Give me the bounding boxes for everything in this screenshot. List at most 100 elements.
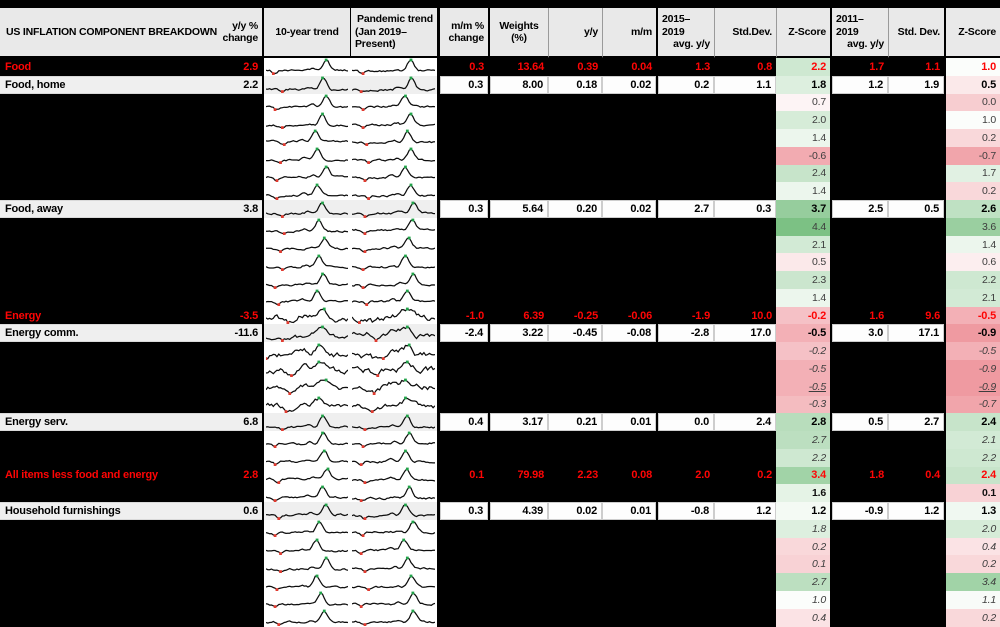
- yy-contribution-cell: [548, 129, 602, 147]
- avg-2015-2019-cell: [658, 288, 714, 307]
- column-divider: [656, 182, 658, 201]
- mm-change-cell: [440, 164, 488, 183]
- weights-cell: 6.39: [490, 306, 548, 325]
- stddev-2011-2019-cell: 9.6: [888, 306, 944, 325]
- column-divider: [488, 466, 490, 485]
- stddev-2015-2019-cell: [714, 129, 776, 147]
- avg-2015-2019-cell: [658, 519, 714, 538]
- column-divider: [944, 306, 946, 325]
- avg-2015-2019-cell: [658, 573, 714, 591]
- sparkline-10yr: [262, 75, 350, 94]
- row-label: [0, 111, 228, 130]
- column-divider: [656, 608, 658, 627]
- stddev-2011-2019-cell: [888, 182, 944, 201]
- mm-change-cell: 0.3: [440, 502, 488, 520]
- column-divider: [437, 448, 440, 467]
- column-divider: [944, 519, 946, 538]
- sparkline-10yr: [262, 235, 350, 254]
- stddev-2015-2019-cell: [714, 431, 776, 449]
- header-mmc: m/m: [602, 8, 656, 58]
- header-yy-line2: change: [222, 32, 258, 44]
- yy-contribution-cell: [548, 573, 602, 591]
- yy-contribution-cell: [548, 555, 602, 574]
- sparkline-pandemic: [350, 431, 437, 449]
- column-divider: [830, 377, 832, 396]
- stddev-2011-2019-cell: [888, 431, 944, 449]
- avg-2011-2019-cell: [832, 164, 888, 183]
- column-divider: [437, 111, 440, 130]
- row-label: [0, 342, 228, 361]
- avg-2011-2019-cell: [832, 342, 888, 361]
- stddev-2011-2019-cell: [888, 235, 944, 254]
- mm-change-cell: [440, 146, 488, 165]
- weights-cell: [490, 573, 548, 591]
- inflation-table-grid: US INFLATION COMPONENT BREAKDOWN y/y % cha…: [0, 8, 1000, 627]
- sparkline-10yr: [262, 58, 350, 76]
- sparkline-pandemic: [350, 448, 437, 467]
- avg-2015-2019-cell: [658, 111, 714, 130]
- avg-2015-2019-cell: [658, 395, 714, 414]
- z-score-cell: 3.7: [776, 200, 830, 218]
- z-score-cell: 2.3: [776, 271, 830, 289]
- avg-2011-2019-cell: 3.0: [832, 324, 888, 343]
- header-mm-line1: m/m %: [451, 19, 484, 32]
- column-divider: [437, 164, 440, 183]
- avg-2015-2019-cell: 0.2: [658, 75, 714, 94]
- column-divider: [488, 608, 490, 627]
- stddev-2015-2019-cell: 0.3: [714, 200, 776, 218]
- sparkline-10yr: [262, 93, 350, 112]
- stddev-2011-2019-cell: [888, 111, 944, 130]
- sparkline-svg: [352, 396, 435, 413]
- mm-change-cell: [440, 484, 488, 503]
- header-std1-line1: Std.Dev.: [732, 25, 772, 38]
- row-label: [0, 590, 228, 609]
- sparkline-svg: [266, 520, 348, 538]
- z-score-cell: 1.4: [946, 235, 1000, 254]
- column-divider: [944, 342, 946, 361]
- z-score-cell: 2.2: [776, 58, 830, 76]
- mm-contribution-cell: [602, 608, 656, 627]
- column-divider: [488, 413, 490, 432]
- sparkline-svg: [266, 112, 348, 129]
- yy-change-cell: [228, 217, 262, 236]
- stddev-2011-2019-cell: 0.5: [888, 200, 944, 218]
- weights-cell: [490, 608, 548, 627]
- weights-cell: 4.39: [490, 502, 548, 520]
- column-divider: [656, 324, 658, 343]
- sparkline-svg: [352, 538, 435, 556]
- header-pandemic-line1: Pandemic trend: [357, 13, 433, 26]
- mm-contribution-cell: -0.08: [602, 324, 656, 343]
- sparkline-svg: [352, 574, 435, 591]
- z-score-cell: 1.6: [776, 484, 830, 503]
- weights-cell: [490, 146, 548, 165]
- yy-contribution-cell: [548, 608, 602, 627]
- column-divider: [488, 129, 490, 147]
- header-avg2: 2011–2019 avg. y/y: [832, 8, 888, 58]
- sparkline-svg: [352, 325, 435, 342]
- stddev-2015-2019-cell: [714, 590, 776, 609]
- yy-change-cell: 3.8: [228, 200, 262, 218]
- stddev-2011-2019-cell: [888, 93, 944, 112]
- column-divider: [830, 360, 832, 378]
- yy-change-cell: [228, 360, 262, 378]
- column-divider: [944, 324, 946, 343]
- z-score-cell: -0.7: [946, 395, 1000, 414]
- sparkline-svg: [266, 556, 348, 573]
- column-divider: [488, 58, 490, 76]
- avg-2015-2019-cell: [658, 608, 714, 627]
- z-score-cell: 1.2: [776, 502, 830, 520]
- avg-2011-2019-cell: -0.9: [832, 502, 888, 520]
- weights-cell: [490, 164, 548, 183]
- mm-contribution-cell: [602, 537, 656, 556]
- avg-2015-2019-cell: [658, 182, 714, 201]
- column-divider: [488, 519, 490, 538]
- sparkline-pandemic: [350, 93, 437, 112]
- mm-change-cell: [440, 608, 488, 627]
- header-trend10: 10-year trend: [262, 8, 350, 58]
- sparkline-pandemic: [350, 590, 437, 609]
- weights-cell: 79.98: [490, 466, 548, 485]
- z-score-cell: 2.2: [946, 271, 1000, 289]
- yy-change-cell: 2.2: [228, 75, 262, 94]
- z-score-cell: 0.0: [946, 93, 1000, 112]
- column-divider: [944, 146, 946, 165]
